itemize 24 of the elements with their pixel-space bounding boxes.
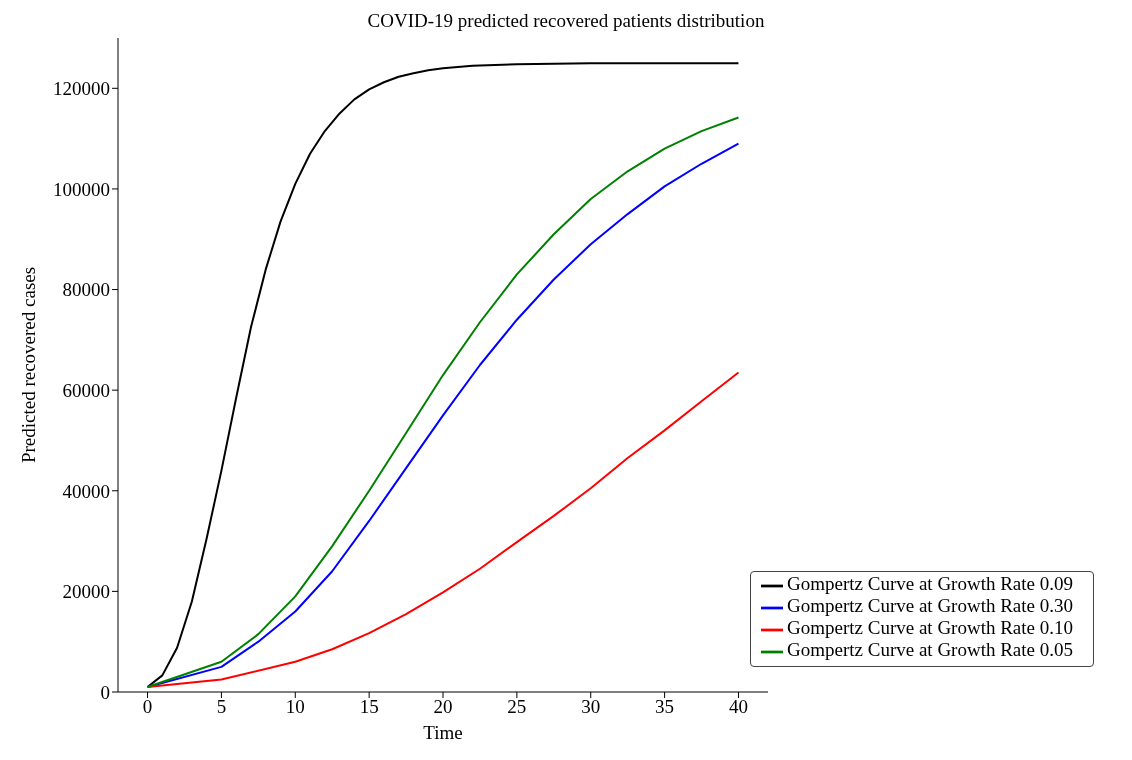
legend-label: Gompertz Curve at Growth Rate 0.10	[787, 617, 1073, 639]
x-tick-label: 0	[142, 696, 153, 718]
y-tick-label: 0	[100, 681, 110, 703]
x-tick-label: 35	[655, 696, 675, 718]
y-tick-label: 60000	[62, 379, 110, 401]
y-tick-label: 80000	[62, 279, 110, 301]
legend-label: Gompertz Curve at Growth Rate 0.30	[787, 595, 1073, 617]
y-tick-label: 100000	[53, 178, 110, 200]
legend-label: Gompertz Curve at Growth Rate 0.05	[787, 639, 1073, 661]
x-tick-label: 10	[285, 696, 305, 718]
legend-label: Gompertz Curve at Growth Rate 0.09	[787, 573, 1073, 595]
x-tick-label: 40	[728, 696, 748, 718]
y-tick-label: 120000	[53, 78, 110, 100]
chart-title: COVID-19 predicted recovered patients distribution	[366, 9, 766, 33]
line-series	[146, 371, 740, 688]
x-tick-label: 15	[359, 696, 379, 718]
x-tick-label: 5	[216, 696, 227, 718]
x-tick-label: 30	[581, 696, 601, 718]
y-axis-title: Predicted recovered cases	[17, 266, 39, 464]
x-tick-label: 20	[433, 696, 453, 718]
x-tick-label: 25	[507, 696, 527, 718]
y-tick-label: 20000	[62, 581, 110, 603]
x-axis-title: Time	[423, 722, 463, 744]
y-tick-label: 40000	[62, 480, 110, 502]
